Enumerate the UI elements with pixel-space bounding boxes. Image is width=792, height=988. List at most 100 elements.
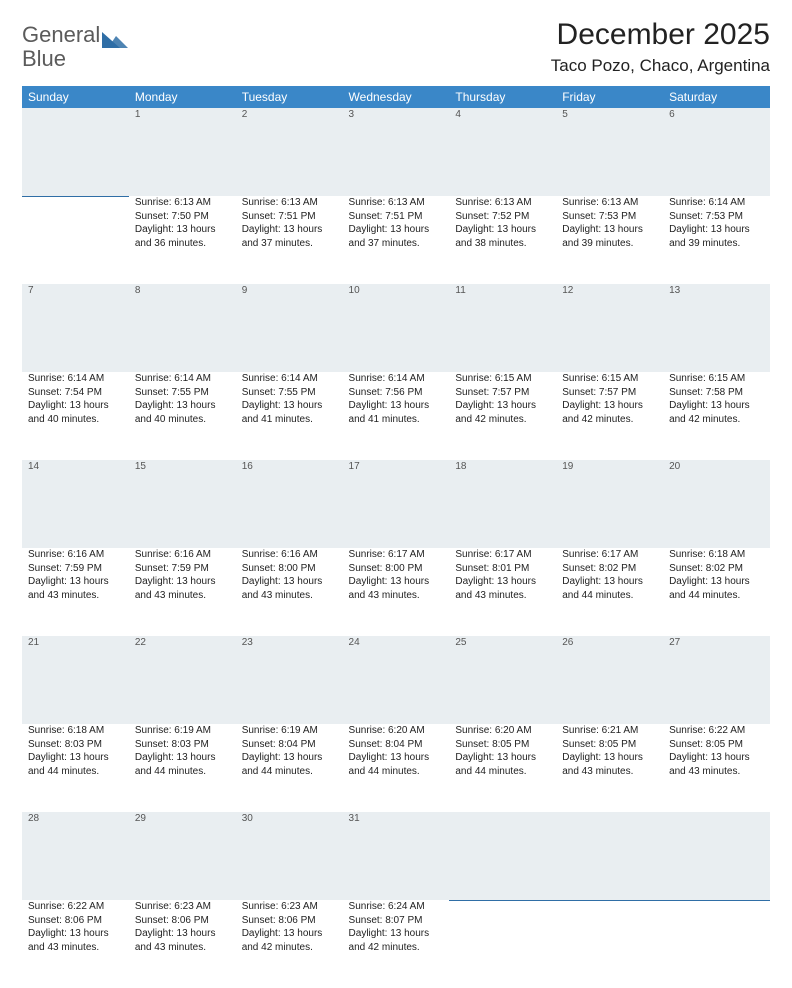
day-cell: Sunrise: 6:15 AMSunset: 7:57 PMDaylight:… [556, 372, 663, 460]
day-cell: Sunrise: 6:13 AMSunset: 7:53 PMDaylight:… [556, 196, 663, 284]
sunset-line: Sunset: 7:51 PM [349, 210, 444, 224]
day-content-row: Sunrise: 6:14 AMSunset: 7:54 PMDaylight:… [22, 372, 770, 460]
sunrise-line: Sunrise: 6:14 AM [669, 196, 764, 210]
daylight-line: Daylight: 13 hours and 36 minutes. [135, 223, 230, 250]
daylight-line: Daylight: 13 hours and 42 minutes. [455, 399, 550, 426]
day-number: 26 [556, 636, 663, 724]
sunset-line: Sunset: 8:02 PM [669, 562, 764, 576]
daylight-line: Daylight: 13 hours and 42 minutes. [669, 399, 764, 426]
empty-cell [449, 900, 556, 988]
day-cell: Sunrise: 6:16 AMSunset: 7:59 PMDaylight:… [129, 548, 236, 636]
brand-line1: General [22, 24, 100, 46]
daylight-line: Daylight: 13 hours and 40 minutes. [28, 399, 123, 426]
day-cell: Sunrise: 6:22 AMSunset: 8:05 PMDaylight:… [663, 724, 770, 812]
day-cell: Sunrise: 6:14 AMSunset: 7:53 PMDaylight:… [663, 196, 770, 284]
empty-cell [663, 900, 770, 988]
sunrise-line: Sunrise: 6:14 AM [242, 372, 337, 386]
daylight-line: Daylight: 13 hours and 43 minutes. [669, 751, 764, 778]
sunset-line: Sunset: 8:00 PM [242, 562, 337, 576]
sunrise-line: Sunrise: 6:18 AM [669, 548, 764, 562]
sunrise-line: Sunrise: 6:20 AM [349, 724, 444, 738]
day-cell: Sunrise: 6:16 AMSunset: 8:00 PMDaylight:… [236, 548, 343, 636]
sunrise-line: Sunrise: 6:15 AM [455, 372, 550, 386]
daylight-line: Daylight: 13 hours and 42 minutes. [242, 927, 337, 954]
empty-cell [22, 108, 129, 196]
daylight-line: Daylight: 13 hours and 42 minutes. [562, 399, 657, 426]
daylight-line: Daylight: 13 hours and 39 minutes. [562, 223, 657, 250]
sunset-line: Sunset: 7:52 PM [455, 210, 550, 224]
day-number-row: 14151617181920 [22, 460, 770, 548]
month-title: December 2025 [551, 18, 770, 52]
day-number: 17 [343, 460, 450, 548]
weekday-header-row: SundayMondayTuesdayWednesdayThursdayFrid… [22, 86, 770, 108]
sunrise-line: Sunrise: 6:13 AM [455, 196, 550, 210]
day-number: 19 [556, 460, 663, 548]
sunrise-line: Sunrise: 6:19 AM [135, 724, 230, 738]
daylight-line: Daylight: 13 hours and 43 minutes. [455, 575, 550, 602]
day-cell: Sunrise: 6:14 AMSunset: 7:56 PMDaylight:… [343, 372, 450, 460]
sunset-line: Sunset: 8:07 PM [349, 914, 444, 928]
sunset-line: Sunset: 8:06 PM [28, 914, 123, 928]
day-number: 6 [663, 108, 770, 196]
day-cell: Sunrise: 6:13 AMSunset: 7:51 PMDaylight:… [343, 196, 450, 284]
day-cell: Sunrise: 6:14 AMSunset: 7:55 PMDaylight:… [129, 372, 236, 460]
sunrise-line: Sunrise: 6:18 AM [28, 724, 123, 738]
sunrise-line: Sunrise: 6:17 AM [562, 548, 657, 562]
daylight-line: Daylight: 13 hours and 43 minutes. [28, 927, 123, 954]
sunrise-line: Sunrise: 6:23 AM [242, 900, 337, 914]
empty-cell [663, 812, 770, 900]
brand-text: General Blue [22, 24, 100, 70]
day-number: 30 [236, 812, 343, 900]
daylight-line: Daylight: 13 hours and 41 minutes. [242, 399, 337, 426]
day-number: 7 [22, 284, 129, 372]
weekday-header: Thursday [449, 86, 556, 108]
empty-cell [22, 196, 129, 284]
sunset-line: Sunset: 8:03 PM [28, 738, 123, 752]
day-number: 11 [449, 284, 556, 372]
sunrise-line: Sunrise: 6:14 AM [135, 372, 230, 386]
sunset-line: Sunset: 8:03 PM [135, 738, 230, 752]
day-cell: Sunrise: 6:13 AMSunset: 7:52 PMDaylight:… [449, 196, 556, 284]
day-number: 20 [663, 460, 770, 548]
day-number: 31 [343, 812, 450, 900]
sunrise-line: Sunrise: 6:22 AM [28, 900, 123, 914]
day-number: 9 [236, 284, 343, 372]
sunset-line: Sunset: 7:53 PM [669, 210, 764, 224]
calendar-body: 123456Sunrise: 6:13 AMSunset: 7:50 PMDay… [22, 108, 770, 988]
weekday-header: Friday [556, 86, 663, 108]
day-cell: Sunrise: 6:20 AMSunset: 8:04 PMDaylight:… [343, 724, 450, 812]
sunset-line: Sunset: 8:01 PM [455, 562, 550, 576]
daylight-line: Daylight: 13 hours and 44 minutes. [135, 751, 230, 778]
sunset-line: Sunset: 7:59 PM [28, 562, 123, 576]
daylight-line: Daylight: 13 hours and 43 minutes. [562, 751, 657, 778]
weekday-header: Sunday [22, 86, 129, 108]
sunset-line: Sunset: 7:51 PM [242, 210, 337, 224]
sunset-line: Sunset: 8:00 PM [349, 562, 444, 576]
sunrise-line: Sunrise: 6:14 AM [28, 372, 123, 386]
day-number-row: 123456 [22, 108, 770, 196]
daylight-line: Daylight: 13 hours and 43 minutes. [242, 575, 337, 602]
day-cell: Sunrise: 6:21 AMSunset: 8:05 PMDaylight:… [556, 724, 663, 812]
sunset-line: Sunset: 7:50 PM [135, 210, 230, 224]
daylight-line: Daylight: 13 hours and 44 minutes. [455, 751, 550, 778]
day-number: 12 [556, 284, 663, 372]
sunset-line: Sunset: 8:06 PM [242, 914, 337, 928]
day-cell: Sunrise: 6:17 AMSunset: 8:01 PMDaylight:… [449, 548, 556, 636]
day-number: 25 [449, 636, 556, 724]
sunrise-line: Sunrise: 6:17 AM [455, 548, 550, 562]
daylight-line: Daylight: 13 hours and 44 minutes. [562, 575, 657, 602]
day-cell: Sunrise: 6:19 AMSunset: 8:03 PMDaylight:… [129, 724, 236, 812]
empty-cell [556, 812, 663, 900]
sunset-line: Sunset: 8:05 PM [455, 738, 550, 752]
daylight-line: Daylight: 13 hours and 37 minutes. [349, 223, 444, 250]
sunset-line: Sunset: 7:53 PM [562, 210, 657, 224]
day-cell: Sunrise: 6:23 AMSunset: 8:06 PMDaylight:… [129, 900, 236, 988]
sunset-line: Sunset: 8:06 PM [135, 914, 230, 928]
daylight-line: Daylight: 13 hours and 43 minutes. [349, 575, 444, 602]
daylight-line: Daylight: 13 hours and 37 minutes. [242, 223, 337, 250]
day-cell: Sunrise: 6:18 AMSunset: 8:02 PMDaylight:… [663, 548, 770, 636]
day-cell: Sunrise: 6:15 AMSunset: 7:57 PMDaylight:… [449, 372, 556, 460]
sunrise-line: Sunrise: 6:20 AM [455, 724, 550, 738]
day-number: 8 [129, 284, 236, 372]
day-content-row: Sunrise: 6:16 AMSunset: 7:59 PMDaylight:… [22, 548, 770, 636]
